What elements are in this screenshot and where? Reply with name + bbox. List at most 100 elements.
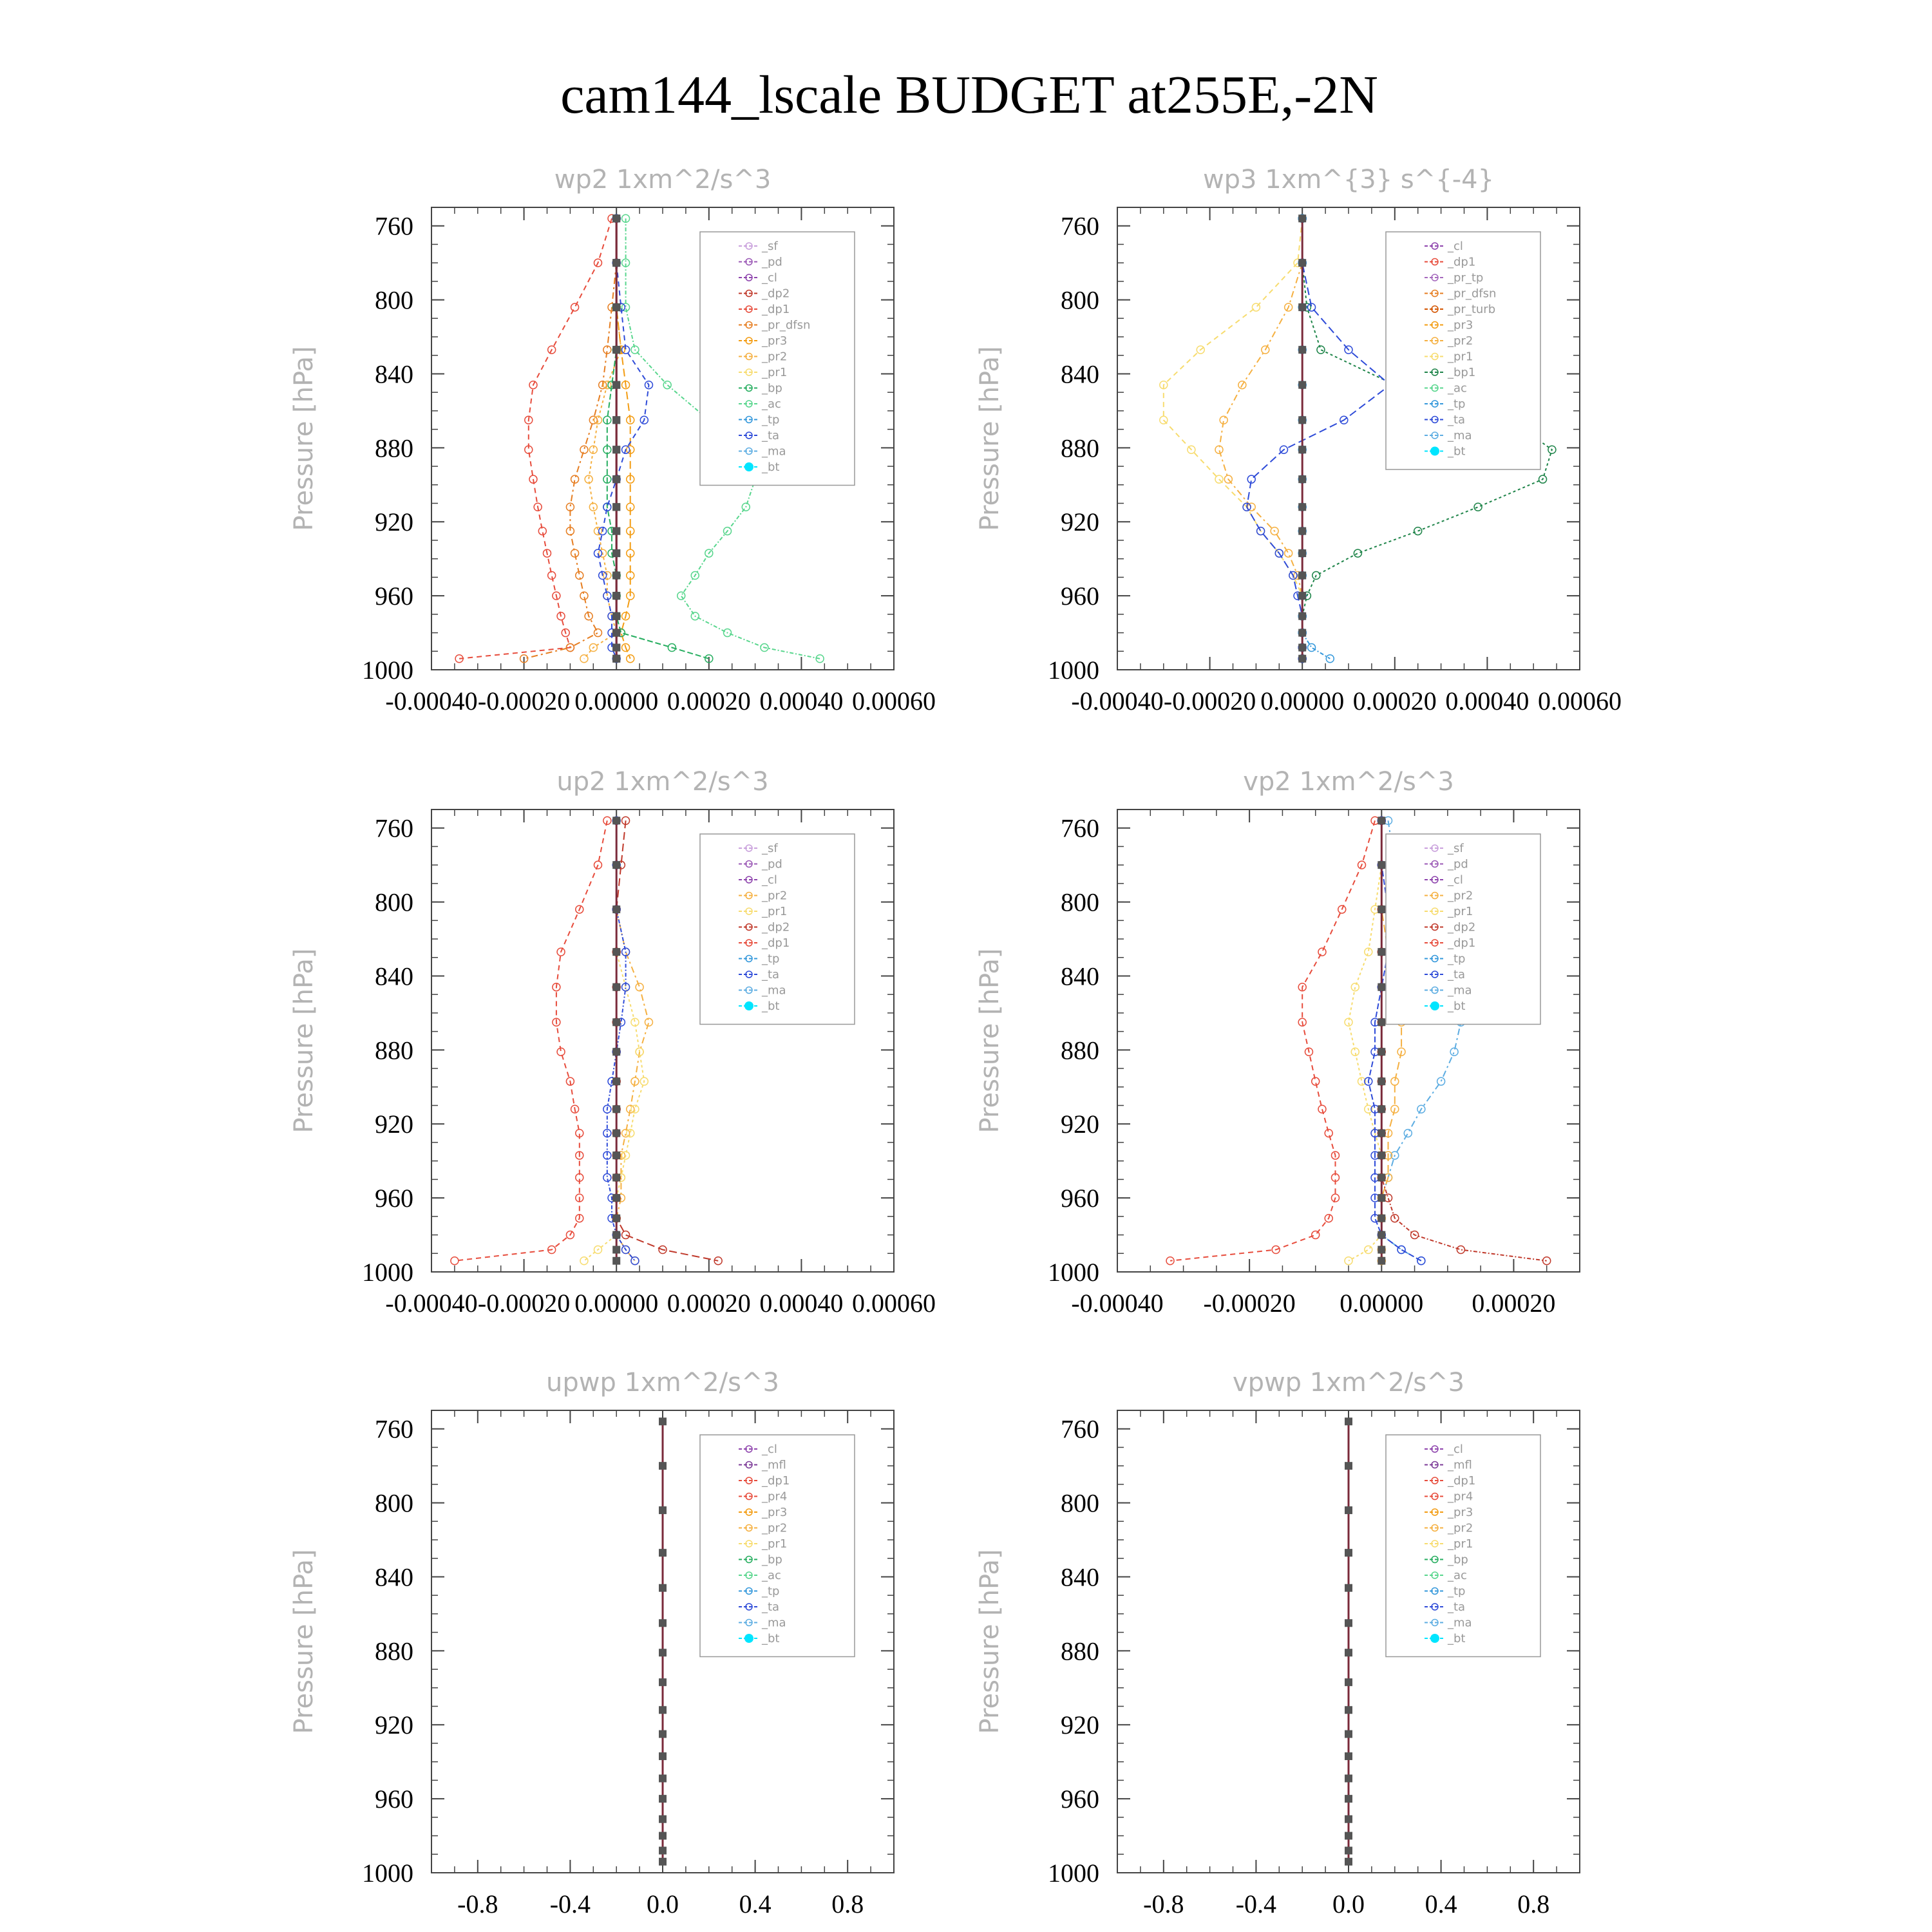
panel-title: vpwp 1xm^2/s^3: [1233, 1368, 1464, 1397]
x-tick-label: 0.4: [1425, 1889, 1457, 1918]
data-point-pr2: [625, 1104, 635, 1114]
y-tick-label: 760: [1061, 212, 1099, 241]
data-point-ac: [690, 571, 700, 580]
data-point-ac: [676, 591, 686, 600]
legend-marker: [745, 1540, 753, 1548]
data-point-bt: [1298, 416, 1307, 424]
legend-marker: [745, 1555, 753, 1564]
legend-label: _ma: [761, 445, 786, 459]
data-point-ta: [630, 1256, 639, 1265]
data-point-pr2: [593, 526, 603, 536]
data-point-pr_dfsn: [575, 571, 584, 580]
data-point-ta: [1256, 526, 1265, 536]
panel-title: wp3 1xm^{3} s^{-4}: [1203, 165, 1494, 194]
data-point-ma: [1403, 1128, 1413, 1138]
legend-label: _tp: [1447, 952, 1465, 966]
legend-marker: [745, 431, 753, 439]
y-tick-label: 1000: [362, 656, 413, 685]
legend-marker: [1430, 446, 1439, 456]
legend-label: _ta: [761, 968, 779, 981]
data-point-bt: [612, 817, 621, 825]
legend-marker: [745, 1587, 753, 1595]
data-point-bt: [1378, 817, 1386, 825]
legend-marker: [745, 447, 753, 455]
data-point-bt: [1378, 1214, 1386, 1222]
data-point-ta: [1247, 475, 1256, 484]
data-point-pr2: [1224, 475, 1233, 484]
data-point-bt: [612, 503, 621, 511]
chart-panel-5: upwp 1xm^2/s^3 760 800 840 880 920 960 1000 -0.8…: [289, 1368, 895, 1918]
data-point-bt: [1345, 1506, 1352, 1515]
data-point-ta: [639, 415, 649, 425]
legend-label: _pr3: [761, 1506, 787, 1519]
data-point-pr2: [1397, 1047, 1406, 1056]
legend-box: [1385, 1434, 1541, 1658]
data-point-ta: [1279, 445, 1289, 454]
legend-marker: [1431, 1477, 1439, 1484]
data-point-dp1: [1331, 1193, 1340, 1202]
data-point-dp2: [714, 1256, 723, 1265]
legend-label: _dp1: [1447, 936, 1475, 950]
data-point-bt: [1298, 612, 1307, 620]
legend-label: _ac: [761, 397, 781, 411]
data-point-bt: [612, 571, 621, 580]
data-point-pr_dfsn: [570, 549, 580, 558]
data-point-bt: [659, 1795, 667, 1803]
data-point-bt: [659, 1417, 667, 1426]
data-point-bt: [1378, 983, 1386, 991]
data-point-bt: [659, 1506, 667, 1515]
data-point-dp1: [529, 475, 538, 484]
data-point-dp1: [542, 549, 552, 558]
data-point-pr2: [593, 415, 603, 425]
x-tick-label: -0.00020: [1203, 1289, 1295, 1318]
data-point-ta: [1397, 1245, 1406, 1255]
legend-box: [699, 231, 855, 486]
legend-marker: [1431, 1540, 1439, 1548]
data-point-ac: [723, 526, 732, 536]
legend-marker: [1431, 954, 1439, 963]
y-tick-label: 800: [1061, 888, 1099, 917]
data-point-dp1: [524, 445, 533, 454]
data-point-bp1: [1353, 549, 1363, 558]
y-tick-label: 840: [375, 1562, 413, 1591]
data-point-ta: [603, 1128, 612, 1138]
y-tick-label: 760: [375, 212, 413, 241]
data-point-pr2: [598, 549, 607, 558]
y-tick-label: 920: [1061, 1110, 1099, 1139]
y-tick-label: 960: [375, 582, 413, 611]
data-point-pr1: [1196, 345, 1205, 354]
data-point-bt: [1298, 475, 1307, 484]
data-point-bt: [612, 259, 621, 267]
legend-label: _dp2: [1447, 921, 1475, 934]
data-point-bt: [659, 1832, 667, 1840]
data-point-pr1: [580, 1256, 589, 1265]
data-point-bt: [659, 1857, 667, 1866]
data-point-dp1: [1318, 1104, 1327, 1114]
legend-marker: [745, 1603, 753, 1611]
data-point-bp: [603, 445, 612, 454]
data-point-bt: [612, 1129, 621, 1137]
data-point-bt: [1298, 549, 1307, 558]
data-point-pr2: [589, 445, 598, 454]
chart-panel-6: vpwp 1xm^2/s^3 760 800 840 880 920 960 1000 -0.8…: [975, 1368, 1580, 1918]
data-point-ta: [1344, 345, 1353, 354]
data-point-bt: [612, 475, 621, 484]
legend-label: _dp1: [761, 1474, 790, 1488]
x-tick-label: 0.0: [1332, 1889, 1365, 1918]
data-point-ta: [593, 549, 603, 558]
y-tick-label: 800: [375, 286, 413, 315]
data-point-ac: [741, 502, 750, 512]
legend-label: _bt: [761, 999, 779, 1013]
data-point-pr1: [630, 1104, 639, 1114]
data-point-ac: [760, 643, 769, 652]
x-tick-label: 0.00060: [1538, 687, 1622, 715]
legend-marker: [1431, 321, 1439, 329]
data-point-dp1: [1311, 1230, 1320, 1240]
y-tick-label: 920: [1061, 507, 1099, 536]
data-point-bt: [1298, 214, 1307, 223]
legend-marker: [745, 971, 753, 978]
x-tick-label: 0.8: [831, 1889, 864, 1918]
y-tick-label: 960: [375, 1785, 413, 1814]
data-point-ta: [621, 445, 630, 454]
data-point-dp1: [533, 502, 542, 512]
